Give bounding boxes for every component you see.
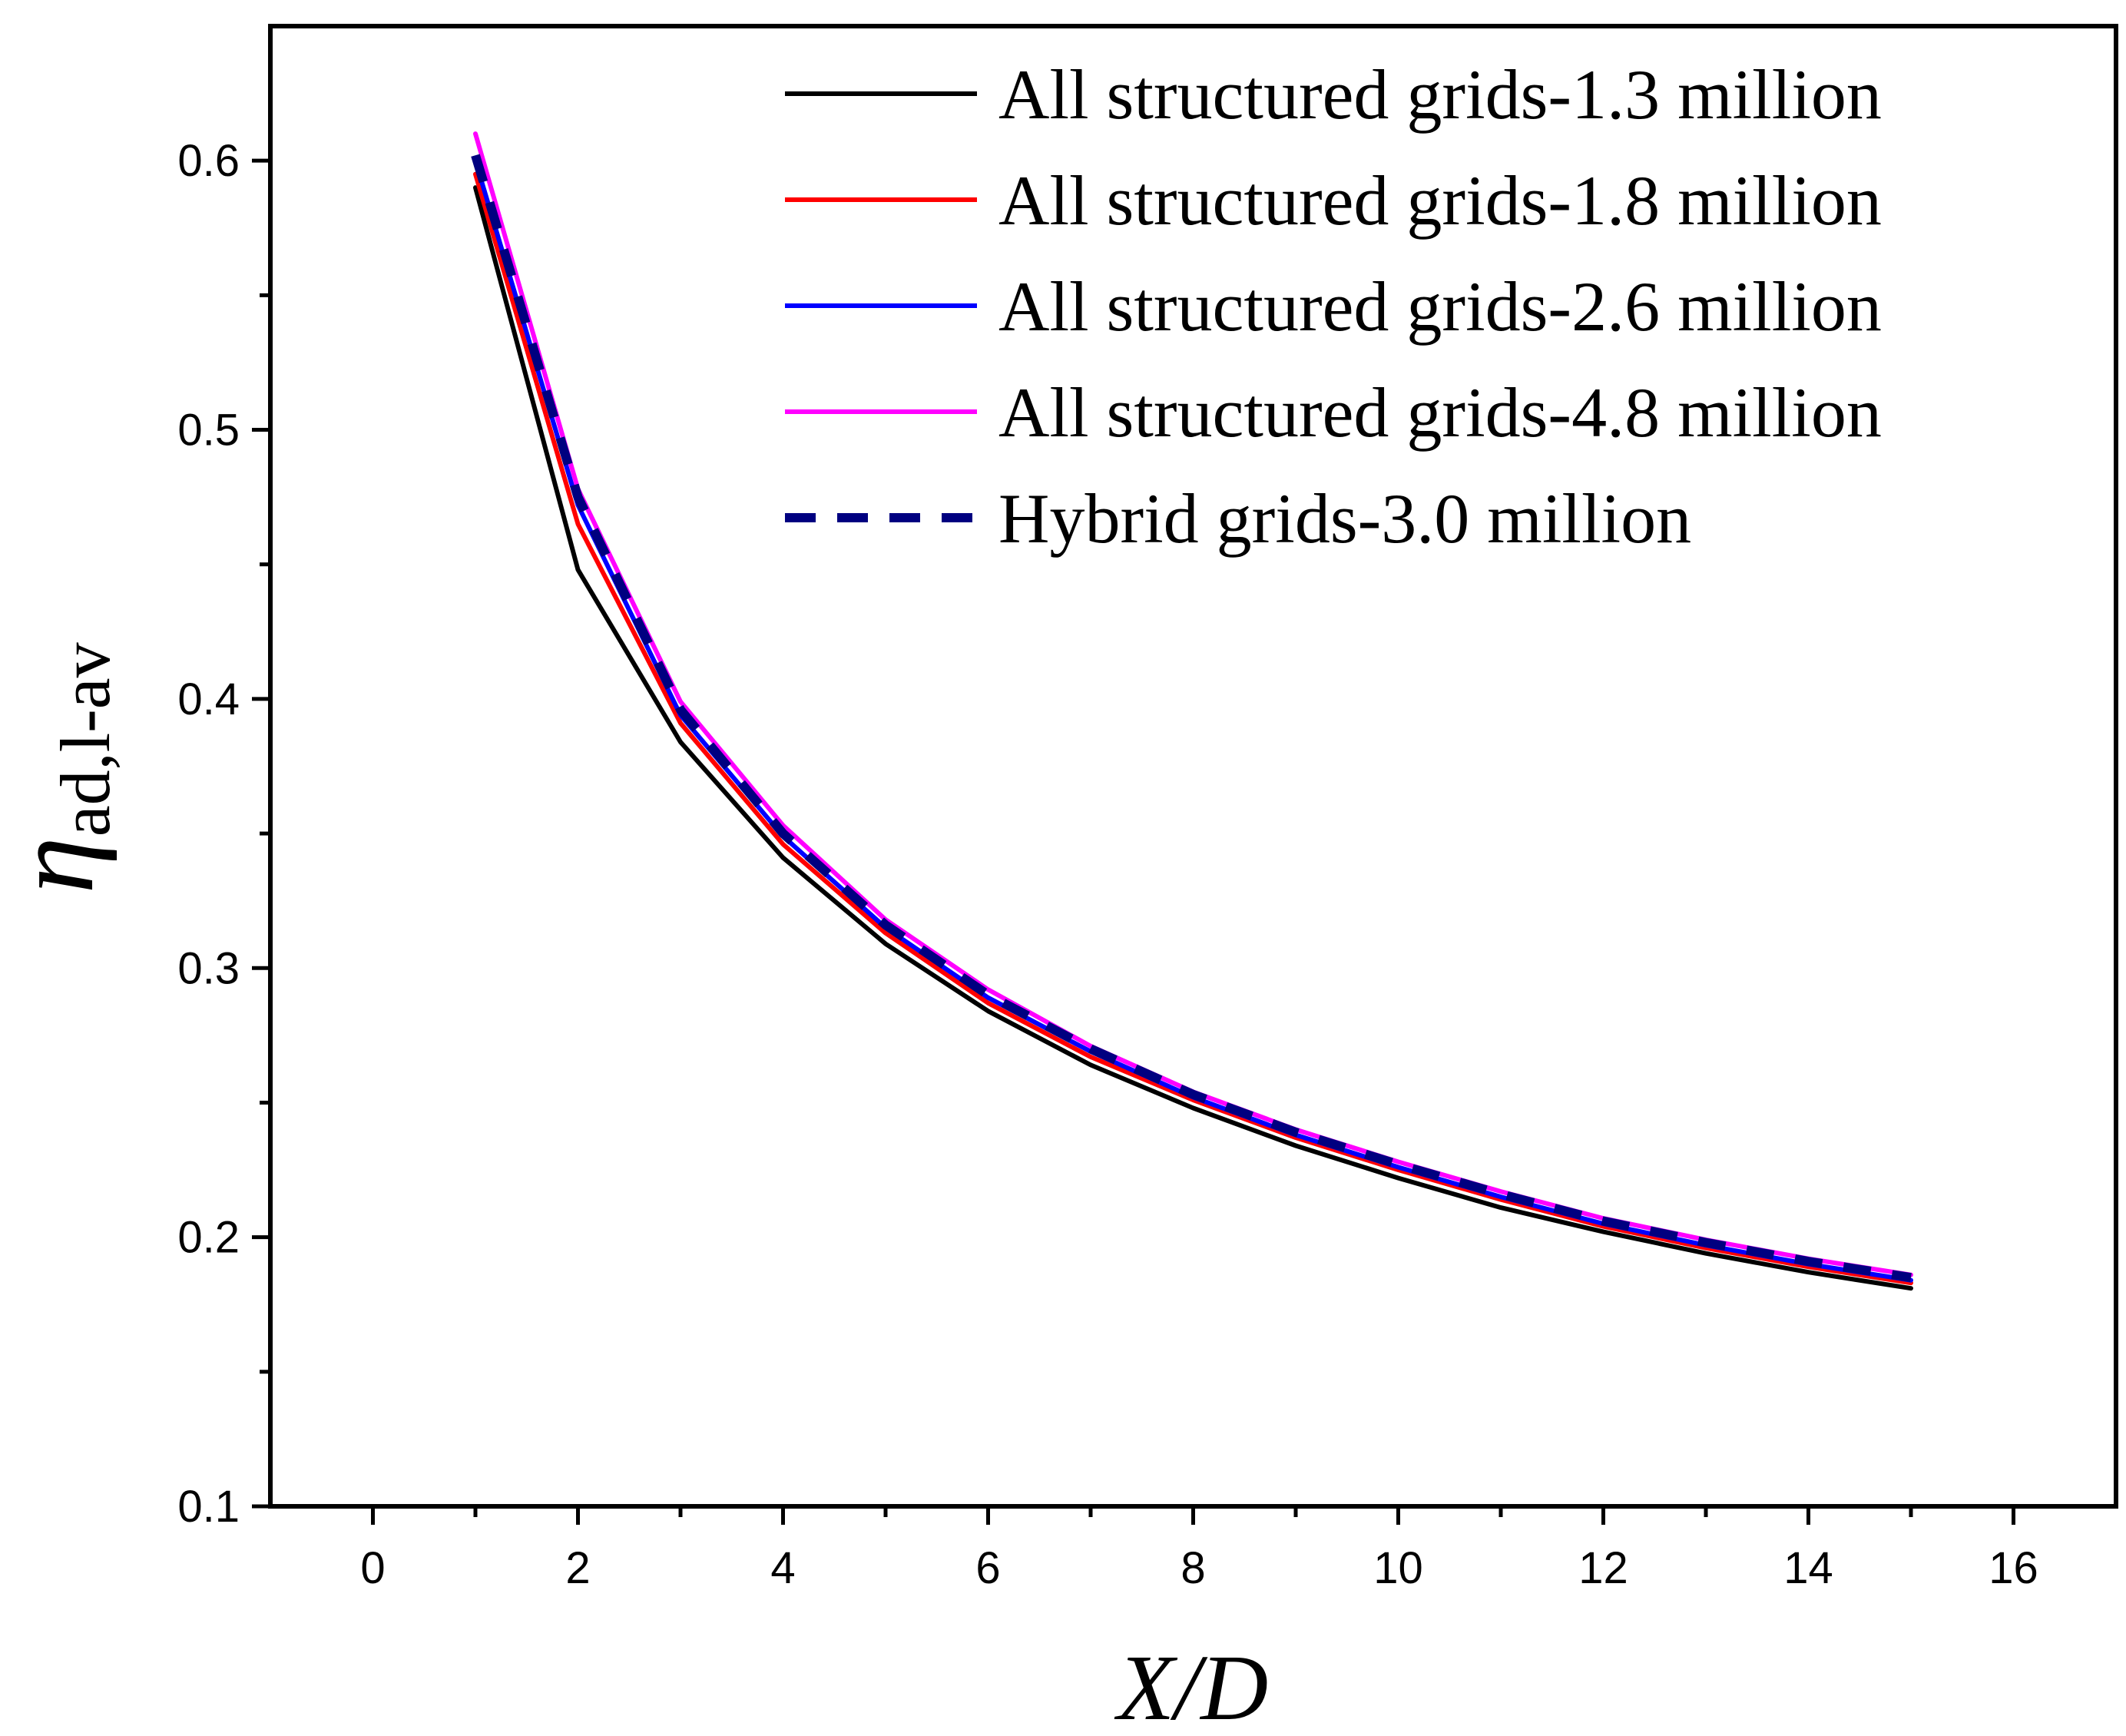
y-tick-label: 0.2 [177, 1213, 240, 1263]
y-tick-label: 0.4 [177, 674, 240, 724]
series-line [473, 185, 1913, 1291]
y-tick-label: 0.3 [177, 943, 240, 993]
y-axis-subscript: ad,l-av [46, 642, 124, 837]
legend-label: Hybrid grids-3.0 million [998, 479, 1691, 558]
x-tick-label: 2 [565, 1543, 590, 1593]
x-tick-label: 14 [1783, 1543, 1833, 1593]
y-axis-title: ηad,l-av [0, 642, 124, 893]
legend-label: All structured grids-4.8 million [998, 373, 1882, 452]
x-tick-label: 10 [1373, 1543, 1423, 1593]
legend: All structured grids-1.3 million All stru… [785, 55, 1882, 558]
axis-ticks: 0 2 4 6 8 10 12 14 16 0.1 0.2 0.3 0.4 0.5 0.6 [177, 136, 2038, 1593]
y-axis-symbol: η [0, 837, 118, 893]
series-layer [471, 131, 1913, 1291]
y-tick-label: 0.6 [177, 136, 240, 186]
legend-label: All structured grids-2.6 million [998, 267, 1882, 346]
y-tick-label: 0.5 [177, 406, 240, 456]
x-tick-label: 12 [1578, 1543, 1628, 1593]
x-tick-label: 0 [360, 1543, 385, 1593]
series-line [471, 154, 1912, 1283]
legend-label: All structured grids-1.3 million [998, 55, 1882, 134]
x-tick-label: 16 [1989, 1543, 2038, 1593]
y-tick-label: 0.1 [177, 1482, 240, 1532]
x-axis-title: X/D [1114, 1636, 1269, 1736]
legend-label: All structured grids-1.8 million [998, 161, 1882, 240]
x-tick-label: 4 [770, 1543, 795, 1593]
x-tick-label: 8 [1181, 1543, 1205, 1593]
series-line [473, 171, 1913, 1286]
x-tick-label: 6 [975, 1543, 1000, 1593]
